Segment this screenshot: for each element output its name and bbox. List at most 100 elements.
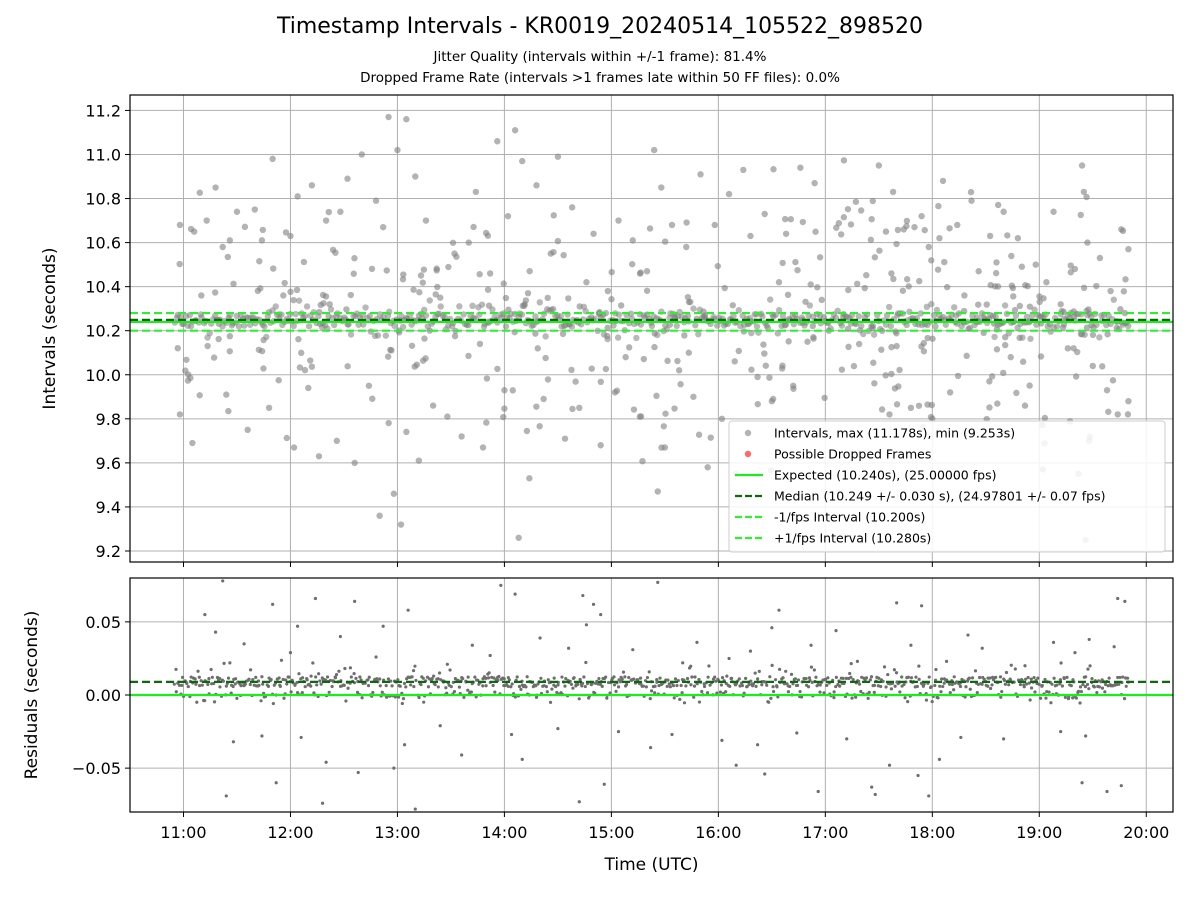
residual-point — [577, 697, 581, 701]
residual-point — [366, 684, 371, 688]
interval-point — [1008, 252, 1015, 260]
residual-point — [810, 680, 814, 684]
residual-point — [689, 664, 693, 668]
residual-point — [678, 697, 682, 701]
interval-point — [259, 226, 267, 234]
interval-point — [1067, 262, 1074, 269]
interval-point — [469, 302, 476, 310]
residual-point — [892, 668, 896, 672]
interval-point — [814, 284, 821, 291]
residual-point — [509, 685, 513, 689]
interval-point — [1105, 408, 1112, 415]
interval-point — [622, 353, 629, 361]
residual-point — [1123, 599, 1127, 604]
interval-point — [344, 363, 351, 370]
interval-point — [287, 232, 294, 240]
interval-point — [779, 259, 786, 267]
residual-point — [1069, 684, 1073, 688]
interval-point — [983, 301, 990, 308]
residual-point — [228, 661, 232, 665]
residual-point — [789, 672, 794, 676]
interval-point — [1011, 306, 1019, 314]
interval-point — [550, 248, 557, 256]
interval-point — [855, 340, 863, 348]
residual-point — [346, 686, 350, 690]
residual-point — [203, 699, 207, 703]
residual-point — [869, 675, 874, 679]
residual-point — [605, 696, 609, 700]
residual-point — [371, 690, 375, 695]
residual-point — [720, 738, 724, 742]
interval-point — [1050, 208, 1057, 215]
residual-point — [737, 677, 741, 681]
residual-point — [924, 698, 929, 702]
residual-point — [299, 735, 303, 740]
residual-point — [356, 770, 360, 775]
residual-point — [887, 763, 892, 767]
interval-point — [1089, 362, 1096, 370]
residual-point — [260, 734, 264, 738]
interval-point — [835, 219, 843, 227]
residual-point — [515, 675, 519, 679]
residual-point — [1119, 784, 1123, 788]
interval-point — [994, 283, 1002, 290]
interval-point — [896, 366, 903, 374]
interval-point — [630, 406, 638, 413]
interval-point — [1037, 353, 1045, 360]
residual-point — [180, 675, 185, 679]
residual-point — [1087, 637, 1091, 642]
interval-point — [412, 173, 419, 180]
residual-point — [218, 676, 222, 681]
residual-point — [1036, 676, 1040, 680]
residual-point — [413, 664, 417, 668]
interval-point — [685, 349, 693, 356]
residual-point — [681, 661, 685, 665]
interval-point — [974, 301, 982, 308]
interval-point — [868, 215, 875, 223]
residual-point — [396, 678, 400, 682]
interval-point — [534, 345, 541, 352]
interval-point — [465, 321, 472, 329]
residual-point — [657, 683, 661, 688]
residual-point — [980, 646, 984, 650]
interval-point — [637, 413, 645, 420]
interval-point — [399, 323, 407, 331]
residual-point — [671, 684, 676, 688]
interval-point — [347, 331, 355, 338]
interval-point — [283, 434, 290, 442]
residual-point — [392, 766, 396, 770]
interval-point — [526, 475, 533, 482]
residual-point — [462, 695, 466, 699]
interval-point — [295, 297, 303, 304]
residual-point — [259, 699, 263, 703]
residual-point — [838, 684, 842, 688]
interval-point — [432, 291, 439, 298]
interval-point — [903, 276, 911, 283]
residual-point — [763, 772, 767, 776]
residual-point — [818, 683, 822, 687]
interval-point — [804, 338, 811, 345]
residual-point — [636, 678, 640, 682]
residual-point — [705, 691, 710, 695]
residual-point — [1026, 675, 1030, 680]
residual-point — [604, 675, 608, 679]
interval-point — [1000, 369, 1007, 377]
interval-point — [281, 279, 288, 287]
interval-point — [1013, 389, 1020, 397]
interval-point — [845, 343, 852, 351]
interval-point — [235, 323, 242, 330]
interval-point — [554, 153, 562, 160]
residual-point — [353, 599, 357, 604]
residual-point — [1027, 681, 1031, 685]
interval-point — [658, 184, 665, 191]
residual-point — [563, 684, 567, 688]
legend-label: Expected (10.240s), (25.00000 fps) — [774, 468, 996, 483]
residual-point — [798, 689, 802, 694]
interval-point — [315, 453, 323, 460]
residual-point — [621, 670, 626, 674]
residual-point — [550, 687, 554, 691]
interval-point — [658, 444, 665, 451]
interval-point — [337, 208, 344, 215]
residual-point — [653, 691, 657, 695]
interval-point — [946, 225, 953, 232]
